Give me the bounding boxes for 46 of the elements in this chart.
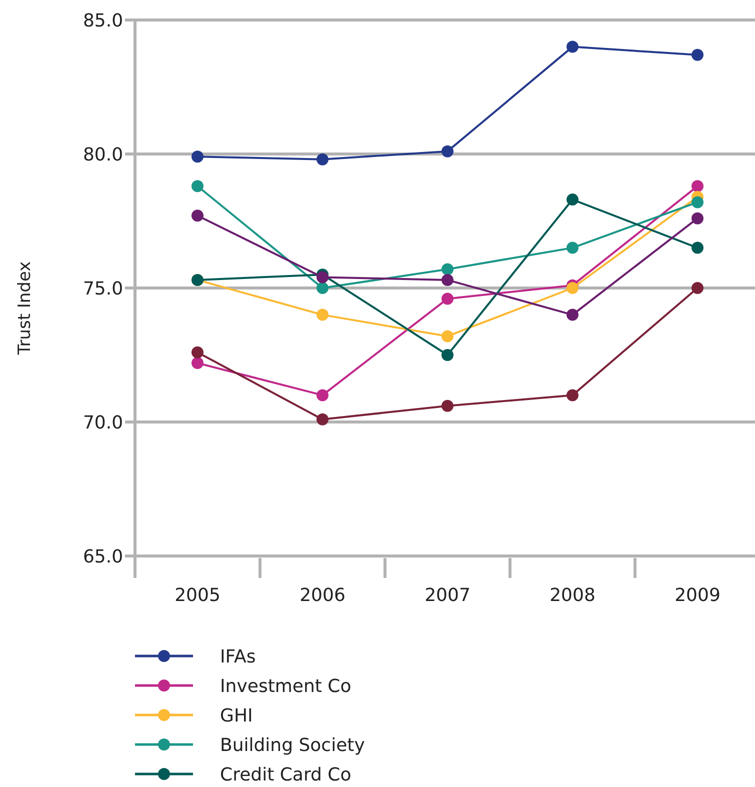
point <box>192 150 204 163</box>
point <box>442 274 454 286</box>
point <box>316 282 328 294</box>
point <box>192 357 204 370</box>
x-tick-label: 2005 <box>174 585 220 606</box>
point <box>316 389 328 402</box>
point <box>692 212 704 224</box>
point <box>692 48 704 61</box>
point <box>442 292 454 305</box>
point <box>442 145 454 158</box>
point <box>442 263 454 276</box>
point <box>316 271 328 284</box>
y-tick-label: 65.0 <box>82 546 124 568</box>
point <box>442 349 454 361</box>
point <box>692 242 704 254</box>
point <box>566 242 578 254</box>
point <box>192 346 204 358</box>
point <box>692 180 704 192</box>
point <box>192 180 204 192</box>
legend-label: GHI <box>220 705 253 726</box>
point <box>692 196 704 208</box>
x-tick-label: 2006 <box>300 585 346 606</box>
y-tick-label: 75.0 <box>82 278 124 300</box>
y-tick-label: 85.0 <box>82 10 124 32</box>
point <box>566 194 578 206</box>
point <box>192 210 204 222</box>
y-tick-label: 70.0 <box>82 412 124 434</box>
point <box>316 413 328 426</box>
point <box>566 40 578 53</box>
y-tick-label: 80.0 <box>82 144 124 166</box>
x-tick-label: 2009 <box>674 585 720 606</box>
legend-label: IFAs <box>220 646 256 668</box>
point <box>442 330 454 342</box>
legend-label: Investment Co <box>220 676 352 697</box>
point <box>566 308 578 321</box>
x-tick-label: 2007 <box>424 585 470 606</box>
point <box>442 400 454 412</box>
point <box>566 282 578 294</box>
legend-label: Building Society <box>220 734 366 756</box>
x-tick-label: 2008 <box>550 585 596 606</box>
point <box>692 282 704 294</box>
y-axis-title: Trust Index <box>15 261 35 356</box>
point <box>316 153 328 166</box>
legend-label: Credit Card Co <box>220 764 352 786</box>
point <box>566 389 578 402</box>
point <box>316 308 328 321</box>
